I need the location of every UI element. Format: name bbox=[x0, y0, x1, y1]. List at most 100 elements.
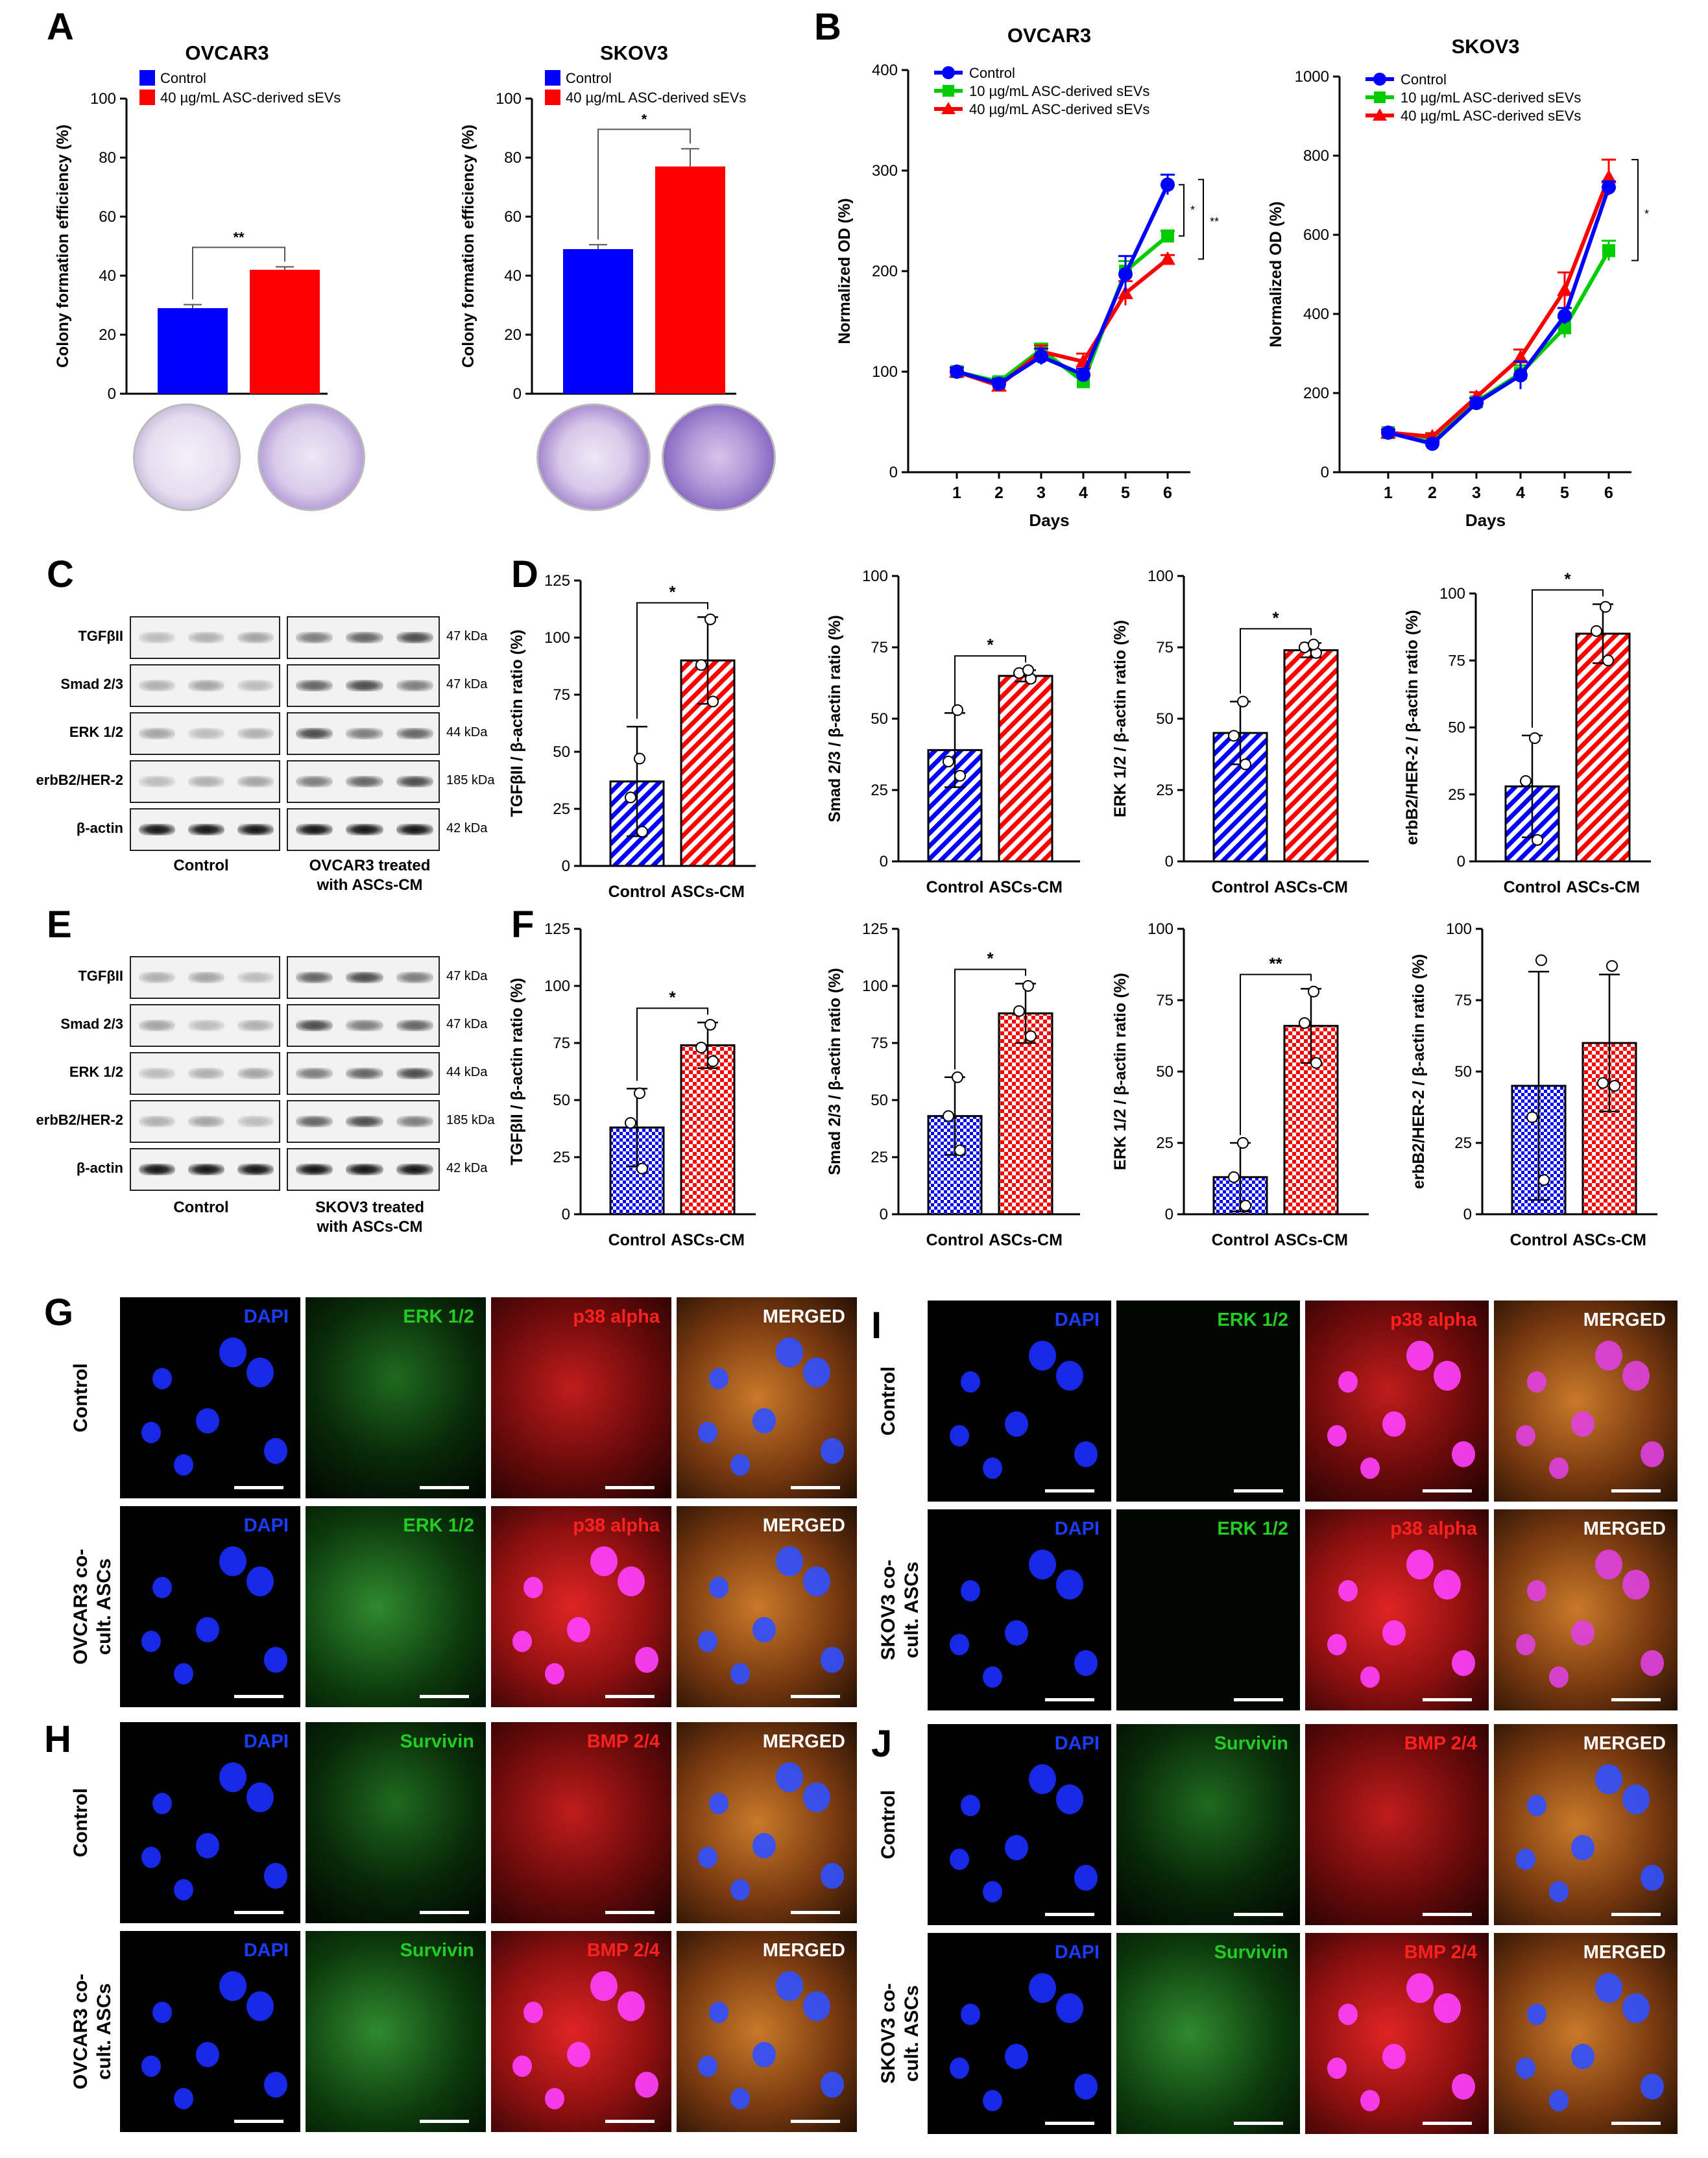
B2-legend-label: 40 µg/mL ASC-derived sEVs bbox=[1401, 108, 1581, 124]
micro-nucleus bbox=[1594, 1550, 1622, 1580]
B2-point bbox=[1557, 282, 1572, 296]
B2-ytick-label: 600 bbox=[1303, 226, 1329, 244]
micro-nucleus bbox=[1327, 1425, 1347, 1447]
B2-sig-bracket bbox=[1631, 159, 1639, 261]
micro-nucleus bbox=[1515, 1425, 1535, 1447]
micro-row-label-line2: cult. ASCs bbox=[93, 1983, 115, 2080]
micro-channel-label: BMP 2/4 bbox=[586, 1731, 660, 1752]
D2-datapoint bbox=[954, 770, 966, 782]
micro-tile-i: p38 alpha bbox=[1305, 1509, 1489, 1710]
B2-ytick-label: 800 bbox=[1303, 147, 1329, 165]
blot-kda-label: 185 kDa bbox=[446, 1113, 495, 1127]
micro-nucleus bbox=[545, 2087, 565, 2109]
blot-protein-label: β-actin bbox=[76, 820, 123, 836]
colony-plate-skov3-control bbox=[536, 403, 651, 511]
micro-tile-j: Survivin bbox=[1116, 1933, 1300, 2134]
scale-bar bbox=[1611, 1698, 1661, 1701]
blot-band bbox=[296, 728, 333, 739]
micro-row-label: Control bbox=[878, 1366, 899, 1436]
micro-nucleus bbox=[960, 1579, 980, 1601]
blot-kda-label: 44 kDa bbox=[446, 725, 488, 739]
blot-protein-label: β-actin bbox=[76, 1160, 123, 1176]
micro-nucleus bbox=[219, 1337, 247, 1368]
micro-row-label-line1: OVCAR3 co- bbox=[70, 1973, 91, 2090]
panel-label-f: F bbox=[511, 904, 535, 946]
micro-nucleus bbox=[698, 1847, 718, 1869]
blot-strip-treated bbox=[287, 760, 440, 803]
B2-xtick-label: 3 bbox=[1472, 484, 1481, 502]
scale-bar bbox=[1234, 1698, 1283, 1701]
micro-tile-g: DAPI bbox=[120, 1297, 300, 1498]
micro-nucleus bbox=[1327, 2057, 1347, 2080]
D1-datapoint bbox=[636, 826, 648, 838]
D1-datapoint bbox=[704, 613, 716, 625]
A1-legend-label: Control bbox=[160, 70, 206, 86]
scale-bar bbox=[791, 1486, 840, 1489]
micro-nucleus bbox=[590, 1971, 618, 2002]
micro-nucleus bbox=[1622, 1361, 1650, 1391]
micro-nucleus bbox=[1641, 1441, 1665, 1467]
A1-ytick-label: 100 bbox=[90, 90, 116, 108]
micro-nucleus bbox=[982, 1457, 1002, 1479]
D2-ytick-label: 50 bbox=[871, 710, 888, 728]
micro-channel-label: Survivin bbox=[1214, 1942, 1288, 1963]
micro-nucleus bbox=[1056, 1993, 1084, 2024]
blot-band bbox=[296, 776, 333, 787]
micro-tile-h: BMP 2/4 bbox=[491, 1722, 671, 1923]
B1-point bbox=[992, 376, 1006, 391]
A2-ytick-label: 100 bbox=[496, 90, 522, 108]
micro-nucleus bbox=[1382, 2043, 1406, 2070]
micro-nucleus bbox=[566, 1616, 590, 1643]
D4-datapoint bbox=[1532, 833, 1543, 846]
micro-nucleus bbox=[1028, 1764, 1056, 1795]
B2-title: SKOV3 bbox=[1451, 35, 1519, 58]
micro-channel-label: MERGED bbox=[1583, 1733, 1666, 1754]
micro-nucleus bbox=[709, 1367, 729, 1389]
micro-nucleus bbox=[1570, 2043, 1594, 2070]
micro-channel-label: Survivin bbox=[1214, 1733, 1288, 1754]
blot-protein-label: TGFβII bbox=[78, 968, 123, 984]
F3-ytick-label: 0 bbox=[1165, 1206, 1173, 1223]
scale-bar bbox=[1611, 1913, 1661, 1916]
D4-ytick-label: 0 bbox=[1457, 853, 1465, 870]
A1-ylabel: Colony formation efficiency (%) bbox=[54, 125, 72, 368]
A2-ytick-label: 20 bbox=[504, 326, 522, 344]
B1-sig-label: ** bbox=[1210, 215, 1219, 228]
micro-nucleus bbox=[246, 1782, 274, 1813]
micro-tile-j: DAPI bbox=[928, 1724, 1111, 1925]
micro-channel-label: BMP 2/4 bbox=[586, 1940, 660, 1961]
B2-point bbox=[1558, 321, 1571, 335]
A2-legend-swatch bbox=[545, 90, 560, 105]
F3-sig-bracket bbox=[1240, 974, 1312, 1135]
B1-legend-marker bbox=[941, 102, 956, 114]
panel-label-g: G bbox=[44, 1291, 74, 1334]
B1-legend-label: Control bbox=[969, 65, 1015, 81]
scale-bar bbox=[420, 1695, 469, 1698]
blot-strip-control bbox=[130, 664, 280, 707]
D3-ytick-label: 25 bbox=[1156, 782, 1173, 799]
B1-ytick-label: 100 bbox=[872, 363, 898, 381]
blot-kda-label: 42 kDa bbox=[446, 821, 488, 835]
B1-point bbox=[1118, 285, 1133, 300]
A2-ytick-label: 40 bbox=[504, 267, 522, 285]
F1-datapoint bbox=[636, 1162, 648, 1175]
A1-ytick-label: 60 bbox=[99, 208, 116, 226]
blot-band bbox=[139, 1116, 175, 1127]
blot-band bbox=[396, 632, 433, 643]
micro-nucleus bbox=[730, 2087, 751, 2109]
blot-band bbox=[346, 1020, 383, 1031]
scale-bar bbox=[605, 2120, 655, 2123]
A2-bar bbox=[563, 249, 633, 394]
blot-strip-control bbox=[130, 616, 280, 659]
micro-channel-label: MERGED bbox=[1583, 1942, 1666, 1963]
blot-band bbox=[346, 1068, 383, 1079]
B1-xtick-label: 5 bbox=[1121, 484, 1130, 502]
micro-nucleus bbox=[1526, 1794, 1546, 1816]
D2-datapoint bbox=[952, 704, 963, 716]
scale-bar bbox=[234, 2120, 283, 2123]
micro-row-label-line2: cult. ASCs bbox=[901, 1561, 922, 1659]
micro-nucleus bbox=[617, 1566, 645, 1597]
micro-nucleus bbox=[1056, 1361, 1084, 1391]
micro-tile-h: DAPI bbox=[120, 1931, 300, 2132]
micro-nucleus bbox=[775, 1762, 803, 1793]
